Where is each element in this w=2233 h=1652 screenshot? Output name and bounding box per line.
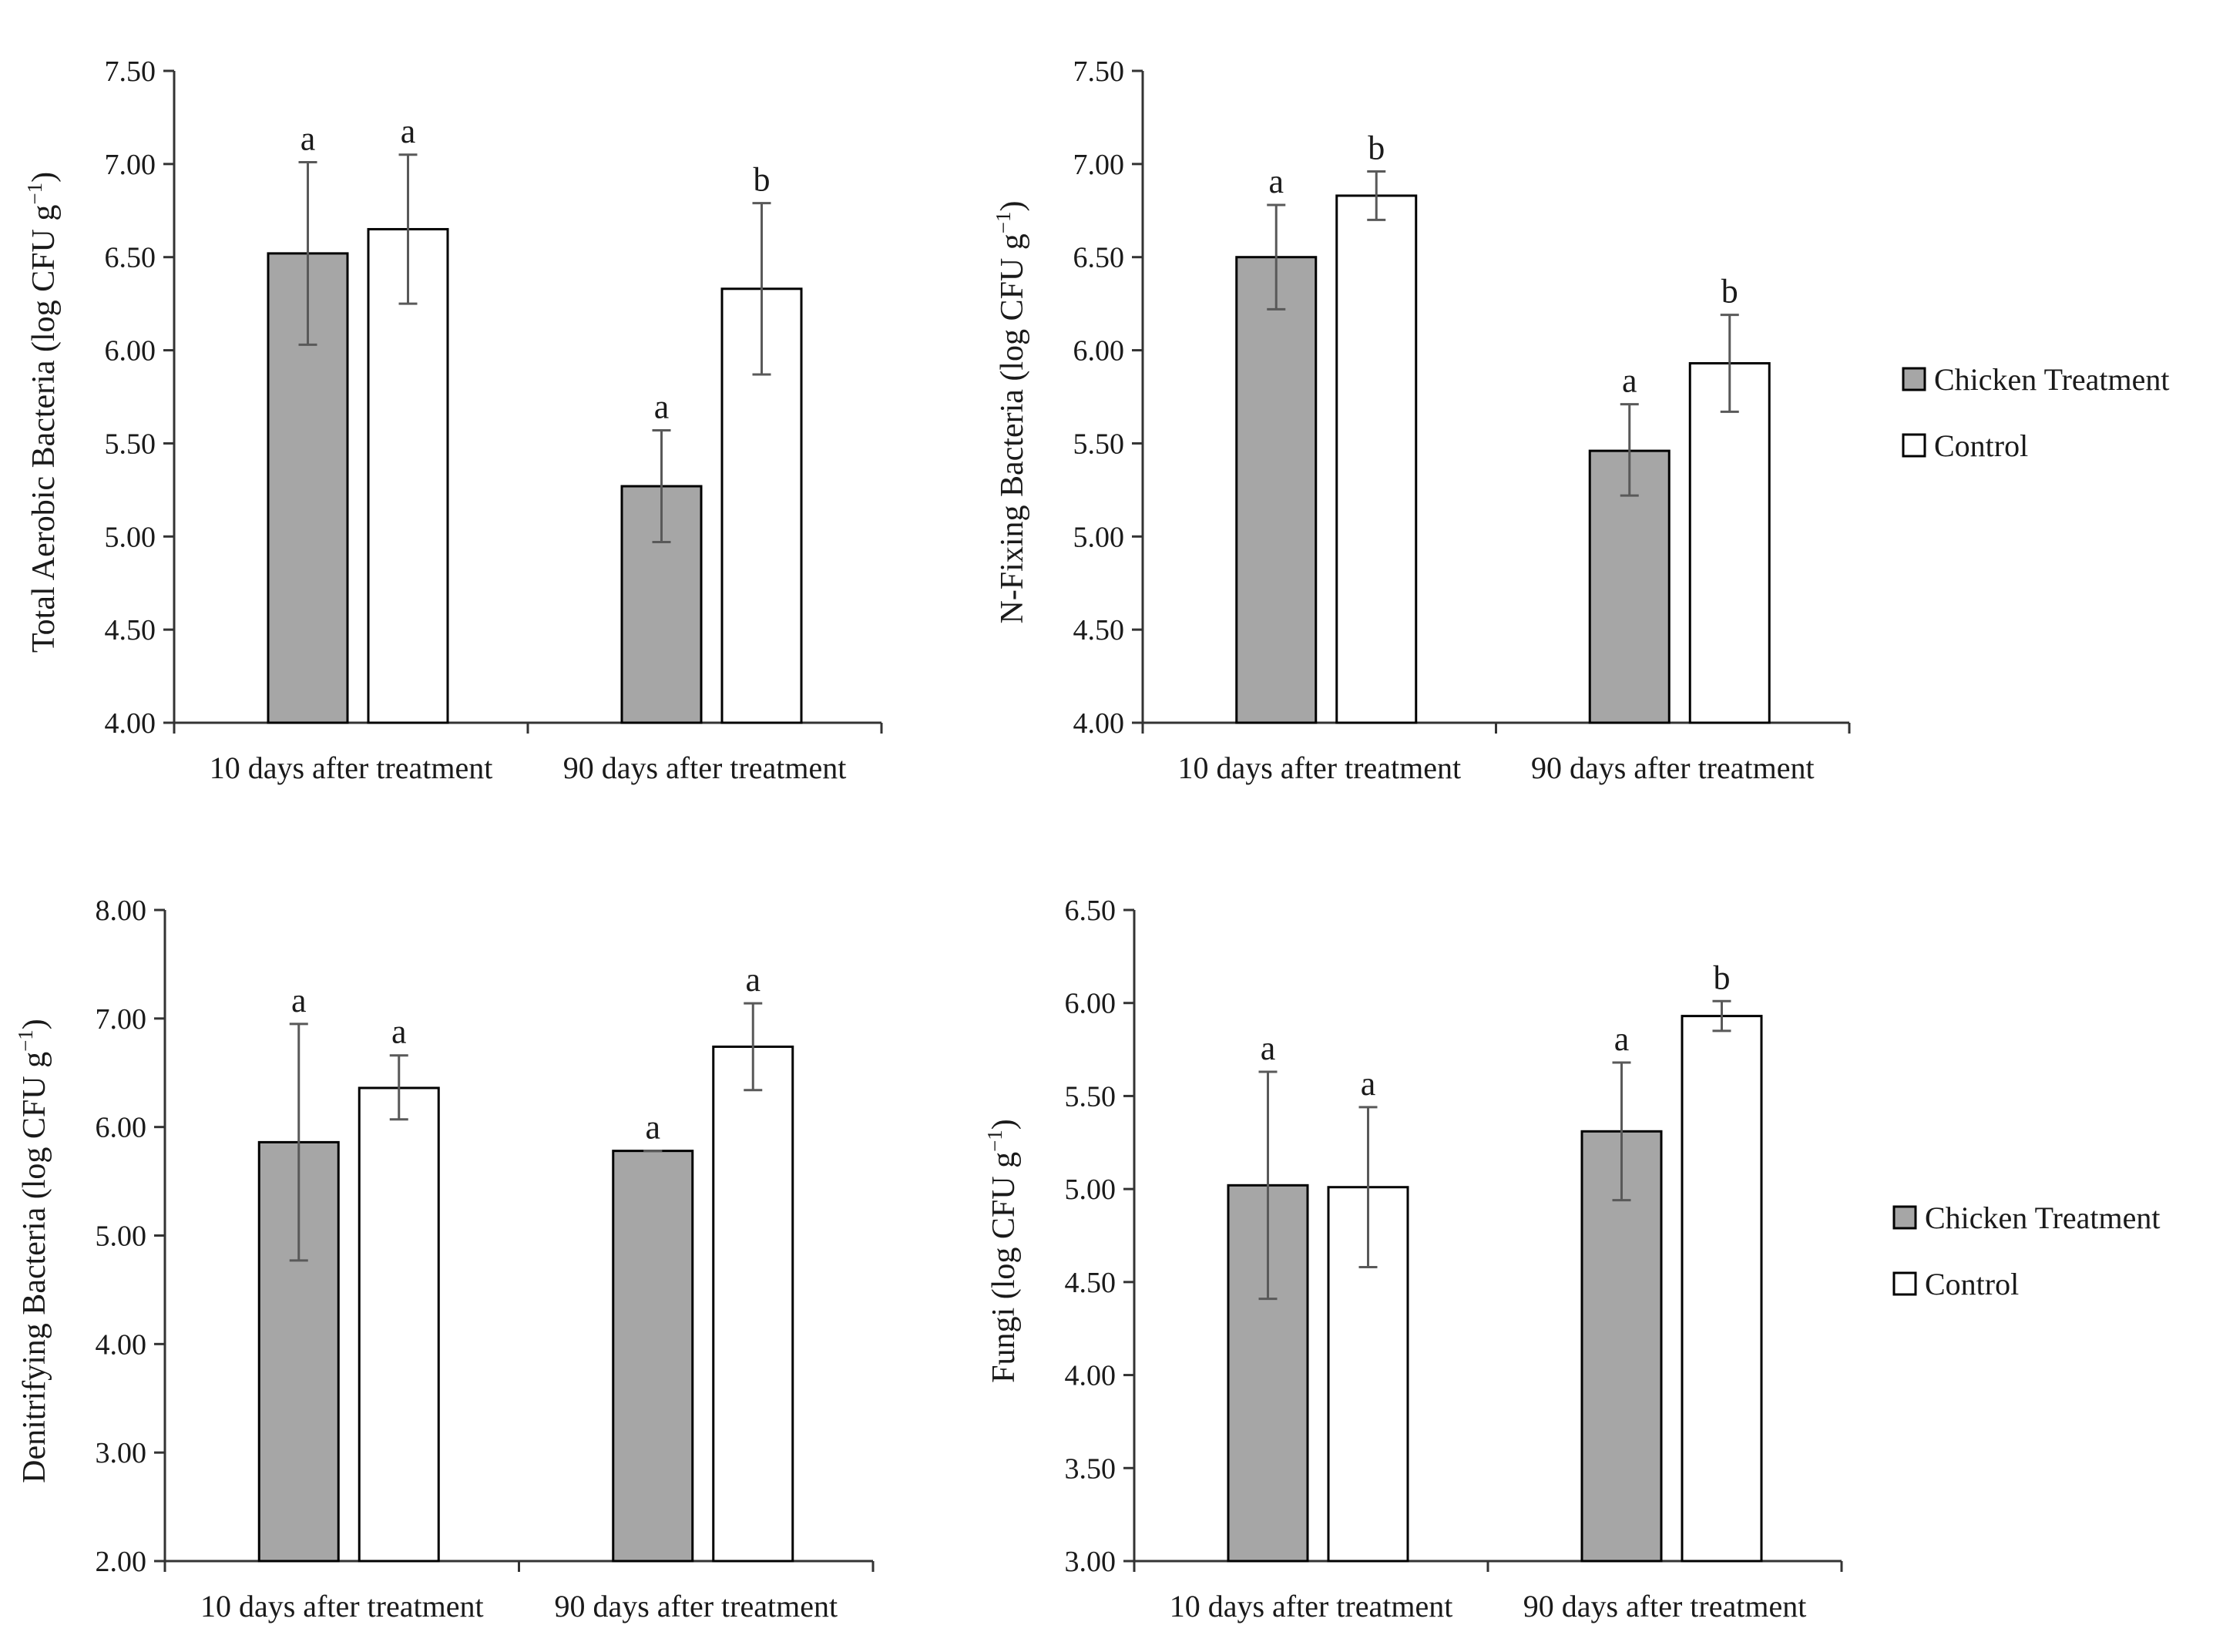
x-tick-label: 10 days after treatment (210, 750, 493, 785)
significance-letter: a (645, 1109, 660, 1147)
significance-letter: a (1622, 362, 1637, 400)
significance-letter: a (391, 1013, 407, 1051)
y-tick-label: 7.00 (105, 149, 156, 181)
chart-panel-top-right: 4.00 4.50 5.00 5.50 6.00 6.50 7.00 7.50 10 days … (992, 55, 2170, 785)
significance-letter: a (745, 961, 761, 999)
bar-control-90d (1681, 1015, 1763, 1563)
y-tick-label: 4.00 (105, 707, 156, 740)
y-tick-label: 7.50 (105, 55, 156, 88)
legend-swatch (1902, 433, 1926, 458)
y-tick-label: 3.50 (1065, 1452, 1116, 1485)
y-tick-label: 4.00 (1065, 1360, 1116, 1392)
significance-letter: b (1368, 129, 1385, 167)
legend-swatch (1892, 1205, 1917, 1230)
x-tick-label: 10 days after treatment (1177, 750, 1461, 785)
significance-letter: b (1721, 273, 1738, 311)
y-tick-label: 2.00 (96, 1546, 147, 1578)
significance-letter: b (1714, 959, 1731, 996)
legend-label: Control (1934, 428, 2028, 463)
y-tick-label: 4.50 (1065, 1267, 1116, 1299)
y-tick-label: 5.50 (1073, 428, 1125, 460)
bar-treatment-10d (267, 252, 349, 724)
y-tick-label: 3.00 (1065, 1546, 1116, 1578)
y-tick-label: 6.00 (105, 335, 156, 368)
legend-label: Chicken Treatment (1925, 1200, 2161, 1235)
y-axis-title: Denitrifying Bacteria (log CFU g−1) (14, 1019, 52, 1483)
significance-letter: a (1261, 1029, 1276, 1067)
x-tick-label: 90 days after treatment (1523, 1589, 1807, 1623)
significance-letter: a (291, 982, 307, 1019)
legend-label: Chicken Treatment (1934, 362, 2170, 397)
bar-control-10d (367, 227, 449, 724)
chart-panel-top-left: 4.00 4.50 5.00 5.50 6.00 6.50 7.00 7.50 10 days … (23, 55, 883, 785)
x-tick-label: 90 days after treatment (1531, 750, 1815, 785)
legend: Chicken Treatment Control (1892, 1200, 2161, 1301)
y-tick-label: 8.00 (96, 895, 147, 927)
chart-panel-bottom-right: 3.00 3.50 4.00 4.50 5.00 5.50 6.00 6.50 10 days … (983, 895, 2161, 1623)
bar-control-10d (1335, 194, 1418, 724)
y-axis-title: N-Fixing Bacteria (log CFU g−1) (992, 200, 1030, 623)
y-tick-label: 7.00 (1073, 149, 1125, 181)
chart-panel-bottom-left: 2.00 3.00 4.00 5.00 6.00 7.00 8.00 10 days afte… (14, 895, 875, 1623)
y-tick-label: 5.00 (1073, 521, 1125, 553)
y-tick-label: 6.50 (105, 242, 156, 274)
significance-letter: a (1614, 1020, 1630, 1058)
legend-label: Control (1925, 1267, 2019, 1301)
y-tick-label: 4.00 (96, 1328, 147, 1361)
legend: Chicken Treatment Control (1902, 362, 2170, 463)
x-tick-label: 90 days after treatment (554, 1589, 838, 1623)
x-tick-label: 10 days after treatment (200, 1589, 484, 1623)
significance-letter: a (301, 119, 316, 157)
y-axis-title: Fungi (log CFU g−1) (983, 1119, 1022, 1383)
y-tick-label: 7.50 (1073, 55, 1125, 88)
y-tick-label: 6.00 (1073, 335, 1125, 368)
y-tick-label: 5.00 (1065, 1174, 1116, 1206)
significance-letter: a (1268, 163, 1284, 200)
legend-swatch (1902, 367, 1926, 391)
y-tick-label: 3.00 (96, 1437, 147, 1469)
bar-treatment-10d (1235, 256, 1318, 724)
y-tick-label: 4.50 (1073, 614, 1125, 646)
bar-control-10d (358, 1086, 440, 1563)
significance-letter: b (754, 161, 771, 199)
y-tick-label: 4.50 (105, 614, 156, 646)
y-tick-label: 5.50 (105, 428, 156, 460)
bar-control-90d (712, 1045, 794, 1563)
significance-letter: a (401, 112, 416, 150)
x-tick-label: 90 days after treatment (563, 750, 847, 785)
bar-control-90d (1688, 361, 1771, 724)
y-tick-label: 7.00 (96, 1003, 147, 1036)
y-tick-label: 4.00 (1073, 707, 1125, 740)
y-tick-label: 5.00 (96, 1221, 147, 1253)
y-tick-label: 6.00 (96, 1112, 147, 1144)
x-tick-label: 10 days after treatment (1170, 1589, 1453, 1623)
y-axis-title: Total Aerobic Bacteria (log CFU g−1) (23, 172, 62, 653)
y-tick-label: 5.00 (105, 521, 156, 553)
legend-swatch (1892, 1271, 1917, 1296)
significance-letter: a (1361, 1065, 1376, 1103)
y-tick-label: 6.50 (1065, 895, 1116, 927)
y-tick-label: 6.50 (1073, 242, 1125, 274)
y-tick-label: 5.50 (1065, 1080, 1116, 1113)
y-tick-label: 6.00 (1065, 988, 1116, 1020)
bar-treatment-90d (612, 1150, 694, 1563)
significance-letter: a (654, 388, 670, 426)
